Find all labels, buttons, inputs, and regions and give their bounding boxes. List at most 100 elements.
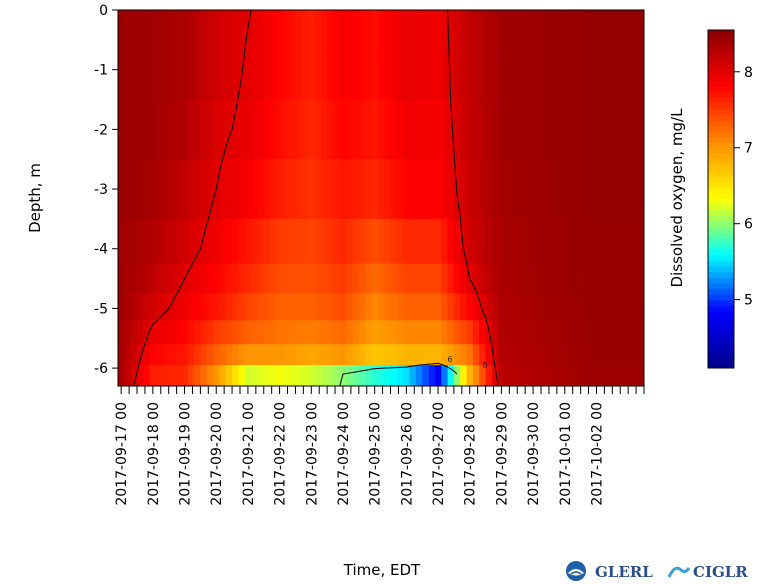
heatmap-cell <box>371 263 379 295</box>
heatmap-cell <box>542 263 550 295</box>
heatmap-cell <box>422 263 430 295</box>
heatmap-cell <box>232 263 240 295</box>
heatmap-cell <box>612 365 620 386</box>
heatmap-cell <box>567 320 575 345</box>
heatmap-cell <box>618 344 626 366</box>
heatmap-cell <box>644 320 651 344</box>
heatmap-cell <box>308 293 316 321</box>
heatmap-cell <box>574 10 582 50</box>
heatmap-cell <box>194 263 201 295</box>
heatmap-cell <box>251 293 259 321</box>
heatmap-cell <box>466 159 474 220</box>
heatmap-cell <box>143 99 151 160</box>
colorbar-segment <box>708 210 734 217</box>
heatmap-cell <box>156 159 163 220</box>
heatmap-cell <box>251 10 259 50</box>
heatmap-cell <box>339 99 347 160</box>
heatmap-cell <box>263 344 271 366</box>
heatmap-cell <box>396 344 404 366</box>
colorbar-tick-label: 5 <box>744 293 753 309</box>
heatmap-cell <box>339 293 347 321</box>
heatmap-cell <box>187 99 195 160</box>
heatmap-cell <box>168 10 176 50</box>
x-tick-label: 2017-09-24 00 <box>336 402 352 506</box>
heatmap-cell <box>510 218 518 265</box>
heatmap-cell <box>447 365 455 386</box>
heatmap-cell <box>428 293 436 321</box>
heatmap-cell <box>536 263 544 295</box>
heatmap-cell <box>637 320 644 345</box>
heatmap-cell <box>441 48 449 101</box>
heatmap-cell <box>403 365 411 386</box>
heatmap-cell <box>428 99 436 160</box>
heatmap-cell <box>168 218 176 265</box>
heatmap-cell <box>384 263 392 295</box>
heatmap-cell <box>238 293 246 321</box>
heatmap-cell <box>251 48 259 101</box>
heatmap-cell <box>225 263 233 295</box>
heatmap-cell <box>409 159 417 220</box>
heatmap-cell <box>257 365 265 386</box>
heatmap-cell <box>181 48 189 101</box>
heatmap-cell <box>618 218 626 265</box>
heatmap-cell <box>428 320 436 345</box>
heatmap-cell <box>295 365 303 386</box>
heatmap-cell <box>498 48 506 101</box>
heatmap-cell <box>396 293 404 321</box>
contour-label-6: 6 <box>448 355 453 364</box>
heatmap-cell <box>441 218 449 265</box>
heatmap-cell <box>270 99 278 160</box>
heatmap-cell <box>447 263 455 295</box>
heatmap-cell <box>219 99 227 160</box>
heatmap-cell <box>396 365 404 386</box>
heatmap-cell <box>200 159 208 220</box>
heatmap-cell <box>510 10 518 50</box>
heatmap-cell <box>270 159 278 220</box>
heatmap-cell <box>130 263 138 295</box>
heatmap-cell <box>593 293 601 321</box>
heatmap-cell <box>618 365 626 386</box>
colorbar-segment <box>708 80 734 87</box>
heatmap-cell <box>491 218 499 265</box>
heatmap-cell <box>377 293 385 321</box>
heatmap-cell <box>213 10 220 50</box>
heatmap-cell <box>567 48 575 101</box>
heatmap-cell <box>453 263 461 295</box>
heatmap-cell <box>346 10 354 50</box>
heatmap-cell <box>194 320 201 345</box>
heatmap-cell <box>517 344 525 366</box>
heatmap-cell <box>181 99 189 160</box>
heatmap-cell <box>263 218 271 265</box>
heatmap-cell <box>586 10 594 50</box>
heatmap-cell <box>618 320 626 345</box>
colorbar-segment <box>708 176 734 183</box>
heatmap-cell <box>257 10 265 50</box>
heatmap-cell <box>263 48 271 101</box>
heatmap-cell <box>308 365 316 386</box>
heatmap-cell <box>118 99 125 160</box>
heatmap-cell <box>637 293 644 321</box>
heatmap-cell <box>187 293 195 321</box>
heatmap-cell <box>352 99 360 160</box>
heatmap-cell <box>143 365 151 386</box>
heatmap-cell <box>162 48 170 101</box>
heatmap-cell <box>574 293 582 321</box>
heatmap-cell <box>472 99 480 160</box>
heatmap-cell <box>536 159 544 220</box>
colorbar-segment <box>708 289 734 296</box>
heatmap-cell <box>637 218 644 265</box>
heatmap-cell <box>327 320 335 345</box>
heatmap-cell <box>314 365 322 386</box>
heatmap-cell <box>257 218 265 265</box>
heatmap-cell <box>206 218 214 265</box>
colorbar-tick-label: 8 <box>744 65 753 81</box>
heatmap-cell <box>118 344 125 366</box>
heatmap-cell <box>295 218 303 265</box>
heatmap-cell <box>605 320 613 345</box>
heatmap-cell <box>301 365 309 386</box>
heatmap-cell <box>472 10 480 50</box>
heatmap-cell <box>599 365 607 386</box>
heatmap-cell <box>187 365 195 386</box>
heatmap-cell <box>485 263 493 295</box>
heatmap-cell <box>358 344 366 366</box>
